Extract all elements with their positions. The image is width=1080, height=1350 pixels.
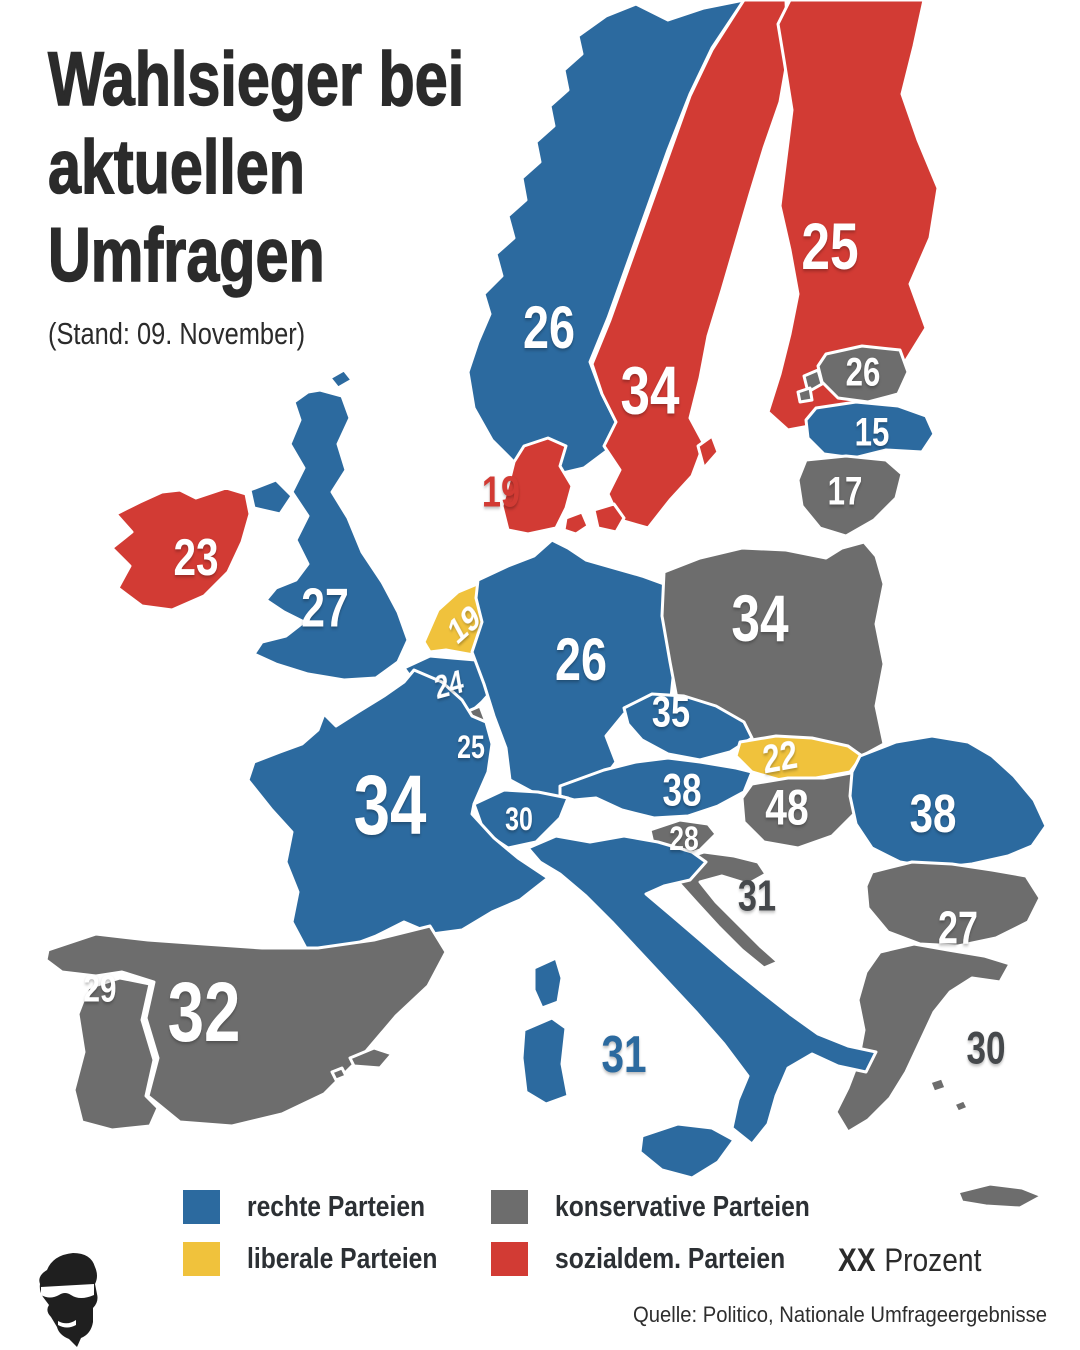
label-ireland: 23	[173, 528, 218, 586]
country-lithuania	[796, 454, 904, 538]
label-hungary: 48	[765, 779, 808, 836]
legend-item-rechts: rechte Parteien	[183, 1190, 491, 1224]
legend-swatch-rechts	[183, 1190, 220, 1224]
country-denmark-funen	[562, 510, 590, 536]
label-poland: 34	[731, 581, 788, 656]
label-bulgaria: 27	[938, 902, 978, 953]
country-estonia-island2	[796, 386, 814, 404]
country-latvia	[804, 400, 936, 460]
country-spain	[44, 924, 448, 1128]
country-sweden-gotland	[696, 434, 720, 470]
country-greece-crete	[956, 1182, 1044, 1210]
label-romania: 38	[910, 784, 957, 844]
label-slovenia: 28	[669, 820, 699, 858]
legend-label-liberal: liberale Parteien	[247, 1242, 438, 1275]
country-denmark	[500, 436, 574, 536]
legend-swatch-konservativ	[491, 1190, 528, 1224]
country-austria	[558, 756, 754, 820]
unit-note: XX Prozent	[838, 1241, 982, 1278]
legend-items: rechte Parteien konservative Parteien libe…	[183, 1190, 921, 1276]
label-finland: 25	[801, 209, 858, 284]
label-luxembourg: 25	[457, 730, 485, 766]
label-uk: 27	[301, 577, 349, 638]
label-czechia: 35	[652, 687, 690, 736]
country-sweden	[590, 0, 790, 530]
country-italy	[526, 834, 878, 1146]
publisher-logo	[39, 1253, 98, 1347]
country-portugal	[72, 976, 160, 1132]
label-germany: 26	[555, 627, 607, 694]
label-belgium: 24	[432, 663, 466, 707]
unit-placeholder: XX	[838, 1241, 876, 1278]
legend-swatch-liberal	[183, 1242, 220, 1276]
label-lithuania: 17	[828, 469, 863, 514]
legend-item-sozialdem: sozialdem. Parteien	[491, 1242, 921, 1276]
country-uk	[252, 388, 410, 682]
label-austria: 38	[662, 764, 701, 815]
date-subtitle: (Stand: 09. November)	[48, 316, 306, 351]
page-title-line-2: aktuellen	[47, 124, 305, 211]
country-finland	[766, 0, 940, 432]
country-bulgaria	[864, 860, 1042, 948]
page-title-line-1: Wahlsieger bei	[47, 36, 465, 123]
country-estonia-island	[802, 368, 824, 394]
head-silhouette-icon	[39, 1253, 98, 1347]
label-croatia: 31	[738, 871, 776, 920]
legend-label-rechts: rechte Parteien	[247, 1190, 426, 1223]
label-france: 34	[354, 758, 427, 852]
label-denmark: 19	[482, 467, 520, 516]
legend-item-liberal: liberale Parteien	[183, 1242, 491, 1276]
label-latvia: 15	[855, 410, 890, 455]
page-title-line-3: Umfragen	[47, 212, 325, 299]
country-ireland	[110, 486, 252, 612]
legend-label-sozialdem: sozialdem. Parteien	[555, 1242, 786, 1275]
country-denmark-zealand	[592, 502, 626, 534]
country-hungary	[740, 770, 872, 850]
label-slovakia: 22	[760, 732, 799, 782]
country-spain-balearics	[348, 1046, 394, 1070]
country-greece-island2	[952, 1098, 970, 1114]
country-croatia	[666, 850, 780, 970]
country-italy-sicily	[638, 1122, 736, 1180]
unit-word: Prozent	[884, 1241, 982, 1278]
country-greece-island	[928, 1076, 948, 1094]
country-italy-sardinia	[520, 1016, 570, 1106]
label-norway: 26	[523, 295, 575, 362]
label-estonia: 26	[846, 350, 881, 395]
legend-item-konservativ: konservative Parteien	[491, 1190, 921, 1224]
source-credit: Quelle: Politico, Nationale Umfrageergeb…	[632, 1302, 1047, 1327]
country-greece	[834, 942, 1012, 1134]
country-uk-northern-ireland	[248, 478, 294, 516]
header: Wahlsieger bei aktuellen Umfragen (Stand…	[47, 36, 582, 352]
label-spain: 32	[168, 965, 241, 1059]
country-spain-ibiza	[330, 1066, 348, 1082]
label-greece: 30	[966, 1022, 1005, 1073]
label-portugal: 29	[84, 968, 117, 1010]
country-romania	[848, 734, 1048, 870]
legend-label-konservativ: konservative Parteien	[555, 1190, 810, 1223]
label-italy: 31	[601, 1025, 646, 1083]
legend-swatch-sozialdem	[491, 1242, 528, 1276]
country-uk-orkney	[328, 368, 354, 390]
label-sweden: 34	[621, 352, 680, 428]
country-value-labels: 26 34 25 19 26 15 17 27 23 19 24 25 26 3…	[84, 209, 1006, 1083]
country-shapes	[44, 0, 1048, 1210]
country-france-corsica	[532, 956, 564, 1010]
label-switzerland: 30	[505, 802, 533, 838]
